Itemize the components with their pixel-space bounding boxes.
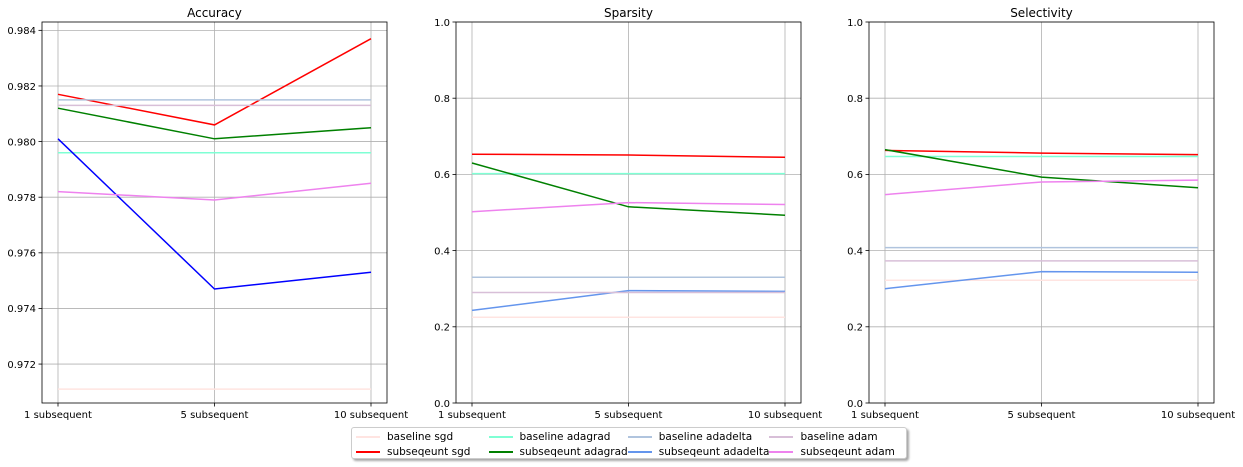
- y-tick-label: 0.0: [847, 399, 863, 410]
- x-tick-label: 5 subsequent: [1008, 410, 1076, 421]
- series-line: [57, 182, 372, 201]
- legend-label: subseqeunt adadelta: [658, 445, 770, 458]
- legend-swatch: [627, 450, 652, 453]
- y-tick-label: 0.972: [7, 360, 36, 371]
- x-tick-label: 1 subsequent: [24, 410, 92, 421]
- chart-title: Selectivity: [1010, 6, 1073, 20]
- series-line: [57, 107, 372, 140]
- legend-label: baseline adam: [800, 430, 878, 443]
- legend-item: subseqeunt sgd: [356, 444, 489, 459]
- y-tick-label: 0.974: [7, 304, 36, 315]
- x-tick-label: 10 subsequent: [748, 410, 822, 421]
- legend-swatch: [769, 435, 794, 438]
- y-tick-label: 0.980: [7, 137, 36, 148]
- series-line: [57, 138, 372, 290]
- y-tick-label: 0.6: [847, 170, 863, 181]
- legend-item: baseline adadelta: [627, 429, 770, 444]
- series-line: [471, 289, 786, 312]
- series-line: [471, 153, 786, 159]
- x-tick-label: 1 subsequent: [851, 410, 919, 421]
- legend-swatch: [356, 450, 380, 453]
- legend-label: baseline adadelta: [658, 430, 753, 443]
- legend-item: baseline adagrad: [488, 429, 628, 444]
- y-tick-label: 0.8: [847, 94, 863, 105]
- legend-item: subseqeunt adagrad: [488, 444, 628, 459]
- x-tick-label: 10 subsequent: [1161, 410, 1235, 421]
- chart-title: Accuracy: [187, 6, 242, 20]
- y-tick-label: 0.6: [434, 170, 450, 181]
- legend-item: subseqeunt adadelta: [627, 444, 770, 459]
- legend-label: subseqeunt adam: [800, 445, 895, 458]
- chart-panel-2: 0.0 0.2 0.4 0.6 0.8 1.0 1 subsequent 5 subseque…: [847, 6, 1235, 421]
- legend-swatch: [356, 435, 380, 438]
- legend-label: baseline adagrad: [519, 430, 611, 443]
- legend-item: subseqeunt adam: [769, 444, 902, 459]
- y-tick-label: 0.2: [847, 323, 863, 334]
- y-tick-label: 0.4: [434, 246, 450, 257]
- legend-item: baseline sgd: [356, 429, 489, 444]
- y-tick-label: 0.2: [434, 323, 450, 334]
- y-tick-label: 0.982: [7, 82, 36, 93]
- legend-label: baseline sgd: [387, 430, 454, 443]
- y-tick-label: 0.8: [434, 94, 450, 105]
- series-line: [884, 148, 1199, 189]
- y-tick-label: 0.0: [434, 399, 450, 410]
- x-tick-label: 1 subsequent: [438, 410, 506, 421]
- legend-swatch: [488, 435, 513, 438]
- x-tick-label: 10 subsequent: [334, 410, 408, 421]
- series-line: [57, 38, 372, 126]
- legend-label: subseqeunt sgd: [387, 445, 471, 458]
- chart-panel-0: 0.972 0.974 0.976 0.978 0.980 0.982 0.984 1 sub…: [7, 6, 408, 421]
- series-line: [884, 149, 1199, 156]
- y-tick-label: 0.976: [7, 249, 36, 260]
- y-tick-label: 0.978: [7, 193, 36, 204]
- legend-item: baseline adam: [769, 429, 902, 444]
- series-line: [884, 179, 1199, 196]
- chart-panel-1: 0.0 0.2 0.4 0.6 0.8 1.0 1 subsequent 5 subseque…: [434, 6, 822, 421]
- legend: baseline sgd subseqeunt sgd baseline adagr…: [351, 427, 907, 459]
- y-tick-label: 0.984: [7, 26, 36, 37]
- legend-swatch: [627, 435, 652, 438]
- series-line: [884, 270, 1199, 290]
- y-tick-label: 1.0: [847, 18, 863, 29]
- series-line: [471, 201, 786, 213]
- chart-title: Sparsity: [604, 6, 653, 20]
- charts-canvas: 0.972 0.974 0.976 0.978 0.980 0.982 0.984 1 sub…: [7, 6, 1235, 421]
- y-tick-label: 0.4: [847, 246, 863, 257]
- x-tick-label: 5 subsequent: [181, 410, 249, 421]
- legend-label: subseqeunt adagrad: [519, 445, 628, 458]
- series-line: [471, 162, 786, 216]
- x-tick-label: 5 subsequent: [595, 410, 663, 421]
- legend-swatch: [488, 450, 513, 453]
- y-tick-label: 1.0: [434, 18, 450, 29]
- legend-swatch: [769, 450, 794, 453]
